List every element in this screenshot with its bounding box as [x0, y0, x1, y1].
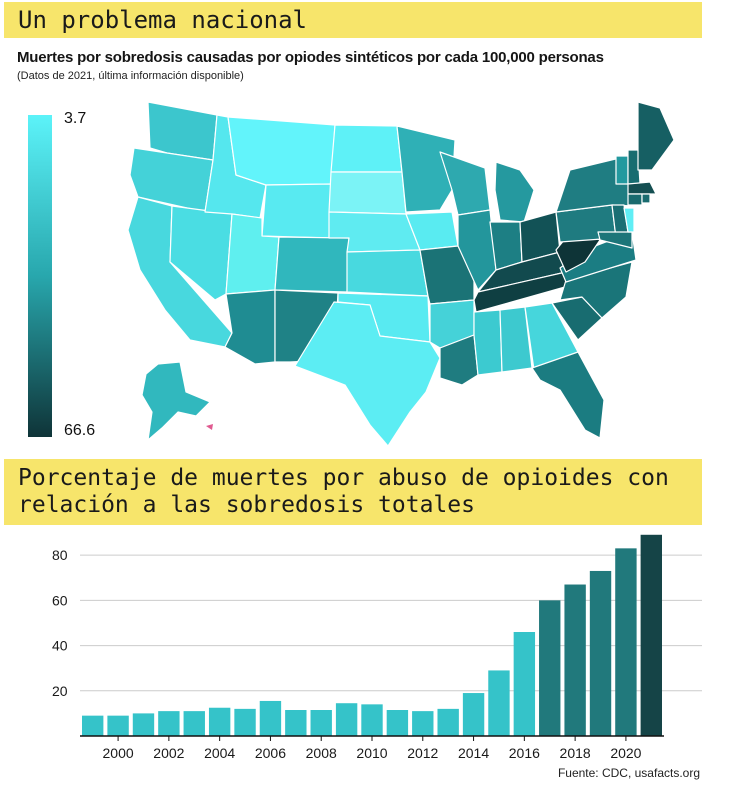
bar	[437, 708, 459, 736]
state-indiana	[489, 221, 523, 271]
bar	[107, 715, 129, 736]
legend-min-label: 66.6	[64, 422, 96, 439]
bar	[132, 713, 155, 736]
source-note: Fuente: CDC, usafacts.org	[557, 766, 700, 780]
bar	[615, 548, 637, 736]
bar	[640, 534, 662, 736]
y-tick-label: 20	[52, 683, 68, 699]
bar	[259, 700, 282, 736]
state-rhodeisland	[641, 193, 651, 204]
state-alaska	[141, 361, 211, 441]
bar	[335, 703, 358, 736]
x-tick-label: 2004	[204, 745, 235, 761]
x-tick-label: 2002	[153, 745, 184, 761]
state-maine	[637, 101, 675, 171]
state-delaware	[623, 207, 635, 233]
section2-banner: Porcentaje de muertes por abuso de opioi…	[4, 459, 702, 525]
bar	[158, 711, 180, 736]
state-maryland	[597, 231, 633, 249]
bar	[513, 632, 536, 736]
bar	[183, 711, 205, 736]
state-florida	[531, 351, 605, 439]
bar	[386, 710, 409, 736]
state-illinois	[457, 209, 497, 291]
state-hawaii	[206, 424, 213, 430]
x-tick-label: 2006	[255, 745, 286, 761]
bar	[488, 670, 510, 736]
x-tick-label: 2018	[560, 745, 591, 761]
section2-title: Porcentaje de muertes por abuso de opioi…	[18, 465, 669, 518]
state-minnesota	[396, 125, 456, 213]
bar	[361, 704, 383, 736]
state-kansas	[346, 249, 429, 297]
state-colorado	[274, 236, 350, 293]
state-michigan	[494, 161, 535, 223]
map-subtitle: Muertes por sobredosis causadas por opio…	[17, 49, 604, 66]
bar	[564, 584, 586, 736]
state-southdakota	[328, 171, 407, 215]
state-montana	[227, 116, 336, 186]
state-louisiana	[439, 334, 479, 386]
legend-gradient-bar	[28, 115, 52, 437]
state-massachusetts	[627, 181, 657, 195]
bar-chart: 20 40 60 80 2000 2002 2004 2006 2008 2010 2012 2014…	[52, 534, 702, 761]
x-tick-label: 2010	[356, 745, 387, 761]
state-mississippi	[473, 309, 503, 376]
state-texas	[294, 301, 441, 447]
state-wyoming	[261, 183, 332, 239]
bar	[82, 715, 104, 736]
x-tick-label: 2016	[509, 745, 540, 761]
state-shapes	[127, 101, 675, 447]
bar	[589, 570, 612, 736]
x-tick-label: 2020	[610, 745, 641, 761]
state-connecticut	[627, 193, 643, 206]
page-title: Un problema nacional	[18, 6, 307, 34]
y-tick-label: 40	[52, 638, 68, 654]
us-choropleth-map	[28, 101, 675, 447]
bar	[462, 693, 485, 736]
bar	[412, 711, 434, 736]
state-vermont	[615, 155, 629, 185]
y-tick-label: 80	[52, 547, 68, 563]
x-tick-label: 2012	[407, 745, 438, 761]
bar	[310, 710, 332, 736]
state-northdakota	[330, 124, 403, 173]
x-tick-label: 2008	[306, 745, 337, 761]
y-tick-label: 60	[52, 592, 68, 608]
x-tick-label: 2000	[103, 745, 134, 761]
state-northcarolina	[559, 261, 633, 319]
x-tick-label: 2014	[458, 745, 489, 761]
title-banner: Un problema nacional	[4, 2, 702, 38]
bar	[539, 600, 561, 736]
legend-max-label: 3.7	[64, 110, 87, 127]
bar	[285, 710, 307, 736]
map-note: (Datos de 2021, última información dispo…	[17, 70, 244, 82]
bar	[234, 708, 256, 736]
state-arizona	[224, 289, 276, 365]
bar	[208, 707, 231, 736]
